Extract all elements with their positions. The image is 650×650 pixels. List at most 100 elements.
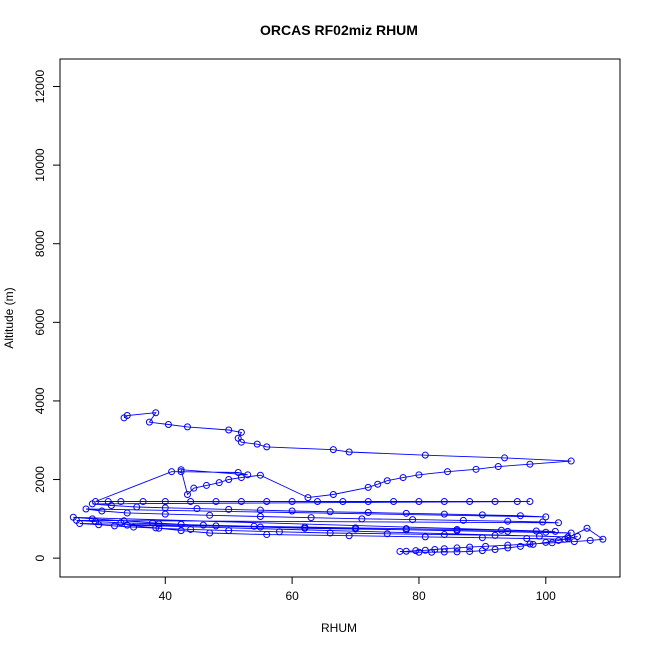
- data-point: [364, 483, 372, 491]
- series-layer: [69, 409, 607, 556]
- data-point: [554, 536, 562, 544]
- data-point: [390, 498, 398, 506]
- data-point: [107, 501, 115, 509]
- data-point: [459, 516, 467, 524]
- data-point: [564, 534, 572, 542]
- data-point: [421, 451, 429, 459]
- data-point: [244, 471, 252, 479]
- data-point: [516, 542, 524, 550]
- data-point: [554, 519, 562, 527]
- data-point: [542, 513, 550, 521]
- x-tick-label: 60: [285, 589, 299, 603]
- data-point: [383, 477, 391, 485]
- data-point: [263, 443, 271, 451]
- data-point: [583, 524, 591, 532]
- data-point: [215, 479, 223, 487]
- data-point: [396, 547, 404, 555]
- data-point: [304, 494, 312, 502]
- data-point: [111, 522, 119, 530]
- data-point: [453, 527, 461, 535]
- data-point: [187, 525, 195, 533]
- data-point: [497, 526, 505, 534]
- data-point: [574, 533, 582, 541]
- data-point: [117, 498, 125, 506]
- data-point: [225, 476, 233, 484]
- y-axis-label: Altitude (m): [2, 287, 16, 348]
- data-point: [206, 529, 214, 537]
- data-point: [539, 518, 547, 526]
- data-point: [504, 544, 512, 552]
- x-tick-label: 100: [536, 589, 556, 603]
- data-point: [145, 418, 153, 426]
- data-point: [237, 438, 245, 446]
- data-point: [177, 466, 185, 474]
- data-point: [526, 460, 534, 468]
- data-point: [95, 521, 103, 529]
- data-point: [542, 528, 550, 536]
- data-point: [161, 510, 169, 518]
- data-point: [535, 532, 543, 540]
- data-point: [253, 440, 261, 448]
- data-point: [472, 465, 480, 473]
- data-point: [152, 524, 160, 532]
- series-line: [73, 412, 605, 553]
- data-point: [237, 474, 245, 482]
- y-axis: 0 2000 4000 6000 8000 10000 12000: [33, 70, 61, 561]
- data-point: [440, 548, 448, 556]
- data-point: [409, 516, 417, 524]
- data-point: [256, 512, 264, 520]
- data-point: [491, 531, 499, 539]
- data-point: [187, 498, 195, 506]
- data-point: [478, 547, 486, 555]
- data-point: [523, 534, 531, 542]
- data-point: [177, 468, 185, 476]
- x-tick-label: 80: [412, 589, 426, 603]
- data-point: [326, 508, 334, 516]
- data-point: [504, 527, 512, 535]
- data-point: [551, 527, 559, 535]
- data-point: [329, 490, 337, 498]
- data-point: [237, 498, 245, 506]
- data-point: [177, 527, 185, 535]
- data-point: [352, 525, 360, 533]
- data-point: [263, 498, 271, 506]
- data-point: [364, 498, 372, 506]
- data-point: [491, 498, 499, 506]
- data-point: [526, 498, 534, 506]
- data-point: [256, 471, 264, 479]
- data-point: [364, 509, 372, 517]
- data-point: [326, 529, 334, 537]
- data-point: [421, 533, 429, 541]
- data-point: [516, 512, 524, 520]
- data-point: [133, 503, 141, 511]
- data-point: [440, 545, 448, 553]
- data-point: [275, 528, 283, 536]
- data-point: [206, 511, 214, 519]
- data-point: [399, 474, 407, 482]
- data-point: [288, 498, 296, 506]
- data-point: [570, 538, 578, 546]
- data-point: [345, 532, 353, 540]
- data-point: [501, 454, 509, 462]
- data-point: [193, 505, 201, 513]
- y-tick-label: 8000: [33, 230, 47, 257]
- data-point: [453, 544, 461, 552]
- data-point: [225, 527, 233, 535]
- data-point: [504, 517, 512, 525]
- data-point: [440, 510, 448, 518]
- data-point: [139, 498, 147, 506]
- data-point: [383, 530, 391, 538]
- data-point: [466, 498, 474, 506]
- x-axis-label: RHUM: [321, 621, 357, 635]
- data-point: [466, 547, 474, 555]
- data-point: [478, 534, 486, 542]
- data-point: [415, 471, 423, 479]
- data-point: [164, 421, 172, 429]
- data-point: [599, 535, 607, 543]
- data-point: [212, 498, 220, 506]
- x-tick-label: 40: [159, 589, 173, 603]
- data-point: [88, 515, 96, 523]
- data-point: [225, 426, 233, 434]
- data-point: [130, 523, 138, 531]
